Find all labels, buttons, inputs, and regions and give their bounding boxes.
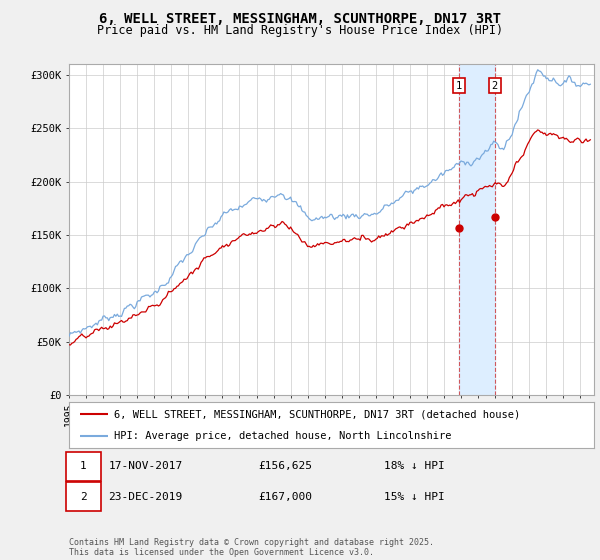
- Text: 1: 1: [456, 81, 462, 91]
- Text: £167,000: £167,000: [258, 492, 312, 502]
- Text: 2: 2: [491, 81, 498, 91]
- Text: 23-DEC-2019: 23-DEC-2019: [109, 492, 182, 502]
- Text: 17-NOV-2017: 17-NOV-2017: [109, 461, 182, 472]
- Text: 18% ↓ HPI: 18% ↓ HPI: [384, 461, 445, 472]
- Text: Price paid vs. HM Land Registry's House Price Index (HPI): Price paid vs. HM Land Registry's House …: [97, 24, 503, 37]
- FancyBboxPatch shape: [67, 452, 101, 481]
- Text: 15% ↓ HPI: 15% ↓ HPI: [384, 492, 445, 502]
- Text: 6, WELL STREET, MESSINGHAM, SCUNTHORPE, DN17 3RT: 6, WELL STREET, MESSINGHAM, SCUNTHORPE, …: [99, 12, 501, 26]
- Text: £156,625: £156,625: [258, 461, 312, 472]
- Text: 2: 2: [80, 492, 87, 502]
- Text: 1: 1: [80, 461, 87, 472]
- Text: HPI: Average price, detached house, North Lincolnshire: HPI: Average price, detached house, Nort…: [113, 431, 451, 441]
- Bar: [459, 64, 495, 395]
- Text: Contains HM Land Registry data © Crown copyright and database right 2025.
This d: Contains HM Land Registry data © Crown c…: [69, 538, 434, 557]
- Text: 6, WELL STREET, MESSINGHAM, SCUNTHORPE, DN17 3RT (detached house): 6, WELL STREET, MESSINGHAM, SCUNTHORPE, …: [113, 409, 520, 419]
- FancyBboxPatch shape: [67, 482, 101, 511]
